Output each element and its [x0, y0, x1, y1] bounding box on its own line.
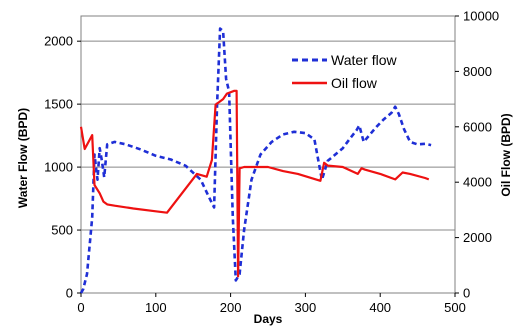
legend-label-oil-flow: Oil flow: [331, 75, 378, 91]
left-tick-label: 0: [66, 286, 73, 301]
left-tick-label: 2000: [44, 34, 73, 49]
x-tick-label: 100: [145, 300, 167, 315]
left-tick-label: 500: [51, 223, 73, 238]
right-tick-label: 2000: [463, 230, 492, 245]
x-tick-label: 200: [220, 300, 242, 315]
x-axis-title: Days: [254, 312, 283, 326]
x-tick-label: 500: [444, 300, 466, 315]
x-tick-label: 300: [295, 300, 317, 315]
x-tick-label: 400: [369, 300, 391, 315]
left-tick-label: 1500: [44, 97, 73, 112]
left-axis-title: Water Flow (BPD): [16, 108, 30, 208]
right-tick-label: 6000: [463, 119, 492, 134]
right-axis-title: Oil Flow (BPD): [499, 113, 513, 196]
right-tick-label: 10000: [463, 9, 499, 24]
right-tick-label: 8000: [463, 64, 492, 79]
right-tick-label: 4000: [463, 175, 492, 190]
legend-label-water-flow: Water flow: [331, 52, 397, 68]
right-tick-label: 0: [463, 286, 470, 301]
x-tick-label: 0: [77, 300, 84, 315]
left-tick-label: 1000: [44, 160, 73, 175]
